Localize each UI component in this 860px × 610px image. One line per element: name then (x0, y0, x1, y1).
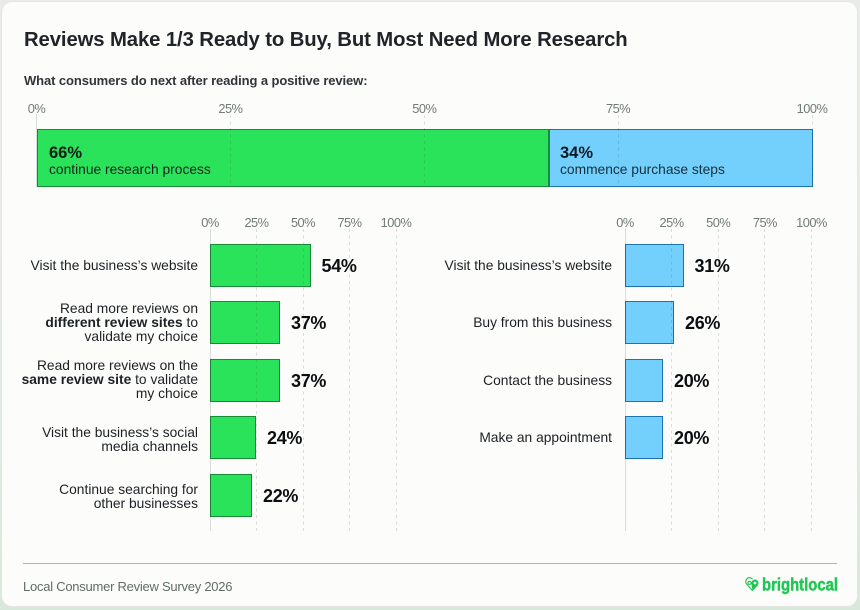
svg-text:brightlocal: brightlocal (762, 575, 838, 595)
